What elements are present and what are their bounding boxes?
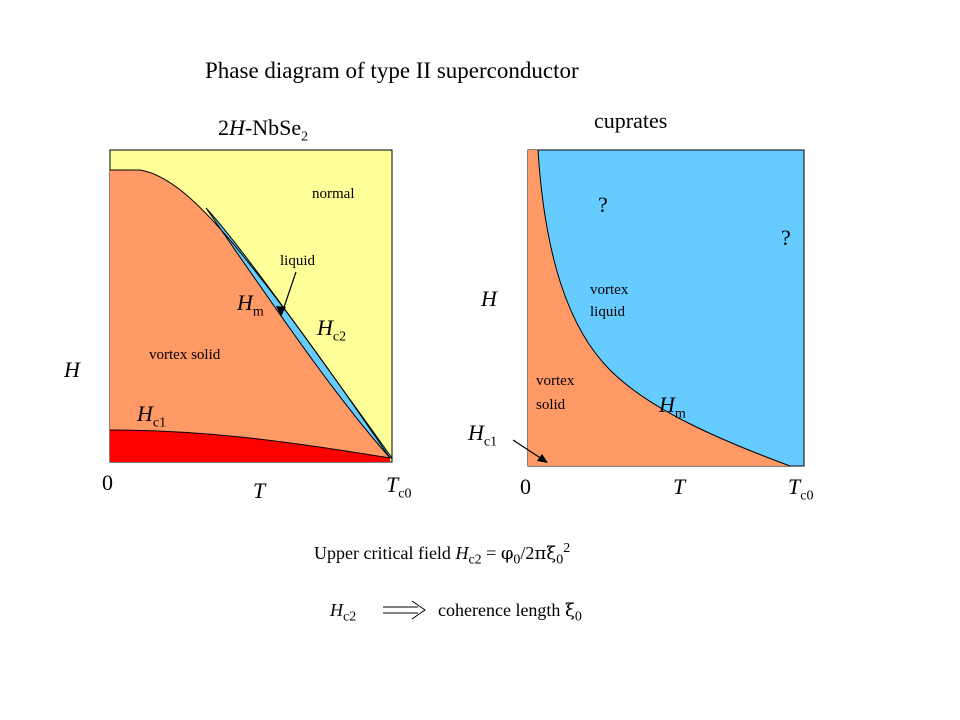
vortex-liquid-line1: vortex: [590, 282, 629, 298]
formula-phi: φ: [500, 543, 514, 564]
relation-xi-sub: 0: [574, 609, 582, 625]
hc1-symbol: H: [137, 401, 153, 426]
relation-h: H: [330, 600, 343, 620]
right-tc0-label: Tc0: [788, 474, 813, 504]
hm-line: [537, 149, 791, 467]
hc1-arrowhead: [537, 454, 548, 463]
question-mark-1: ?: [598, 192, 608, 217]
right-hc1-subscript: c1: [483, 434, 498, 450]
relation-label: coherence length: [438, 600, 565, 620]
hm-label: Hm: [237, 290, 264, 320]
right-hm-subscript: m: [674, 406, 686, 422]
formula-div: /2: [520, 543, 535, 563]
formula-xi: ξ: [546, 543, 557, 564]
left-tc-subscript: c0: [398, 486, 412, 502]
left-zero-label: 0: [102, 470, 113, 495]
formula-eq: =: [481, 543, 501, 563]
vortex-solid-label: vortex solid: [149, 347, 221, 363]
vortex-solid-label: vortex solid: [536, 369, 574, 417]
question-mark-2: ?: [781, 225, 791, 250]
formula-pi: π: [534, 543, 547, 564]
left-t-axis-label: T: [253, 478, 266, 503]
formula-h: H: [455, 543, 469, 563]
right-t-axis-label: T: [673, 474, 686, 499]
vortex-liquid-line2: liquid: [590, 304, 626, 320]
relation-h-sub: c2: [343, 609, 357, 625]
vortex-liquid-region: [205, 207, 393, 459]
normal-label: normal: [312, 186, 355, 202]
relation-text: coherence length ξ0: [438, 600, 582, 626]
formula-sup: 2: [563, 541, 571, 556]
right-tc-subscript: c0: [800, 488, 814, 504]
formula-xi-sub: 0: [556, 552, 564, 568]
page-title: Phase diagram of type II superconductor: [205, 58, 579, 83]
right-hm-label: Hm: [659, 392, 686, 422]
formula-h-sub: c2: [468, 552, 482, 568]
hc2-subscript: c2: [332, 329, 347, 345]
hc2-symbol: H: [317, 315, 333, 340]
liquid-arrowhead: [276, 306, 286, 316]
hc2-formula: Upper critical field Hc2 = φ0/2πξ02: [314, 541, 570, 569]
vortex-liquid-label: vortex liquid: [590, 279, 628, 323]
left-tc-symbol: T: [386, 472, 399, 497]
formula-phi-sub: 0: [513, 552, 521, 568]
right-hc1-label: Hc1: [468, 420, 497, 450]
heading-rest: -NbSe: [244, 115, 302, 140]
hm-subscript: m: [252, 304, 264, 320]
relation-hc2: Hc2: [330, 600, 356, 626]
hc2-label: Hc2: [317, 315, 346, 345]
right-phase-diagram: [512, 149, 805, 467]
heading-prefix: 2: [218, 115, 229, 140]
vortex-solid-line2: solid: [536, 397, 566, 413]
heading-italic: H: [229, 115, 245, 140]
right-zero-label: 0: [520, 474, 531, 499]
right-hm-symbol: H: [659, 392, 675, 417]
relation-arrow: [383, 600, 426, 620]
formula-prefix: Upper critical field: [314, 543, 456, 563]
hm-symbol: H: [237, 290, 253, 315]
vortex-solid-line1: vortex: [536, 373, 575, 389]
right-diagram-heading: cuprates: [594, 108, 668, 133]
heading-sub: 2: [301, 129, 309, 145]
hc2-line: [110, 169, 391, 459]
left-phase-diagram: [109, 149, 393, 463]
vortex-solid-region: [528, 150, 790, 466]
hc1-line: [109, 429, 391, 459]
right-tc-symbol: T: [788, 474, 801, 499]
right-h-axis-label: H: [481, 286, 497, 311]
relation-xi: ξ: [564, 600, 575, 621]
left-tc0-label: Tc0: [386, 472, 411, 502]
vortex-solid-region: [110, 170, 390, 458]
hc1-subscript: c1: [152, 415, 167, 431]
meissner-region: [110, 430, 390, 462]
hc1-label: Hc1: [137, 401, 166, 431]
left-diagram-heading: 2H-NbSe2: [218, 115, 308, 145]
right-hc1-symbol: H: [468, 420, 484, 445]
liquid-label: liquid: [280, 253, 316, 269]
left-h-axis-label: H: [64, 357, 80, 382]
